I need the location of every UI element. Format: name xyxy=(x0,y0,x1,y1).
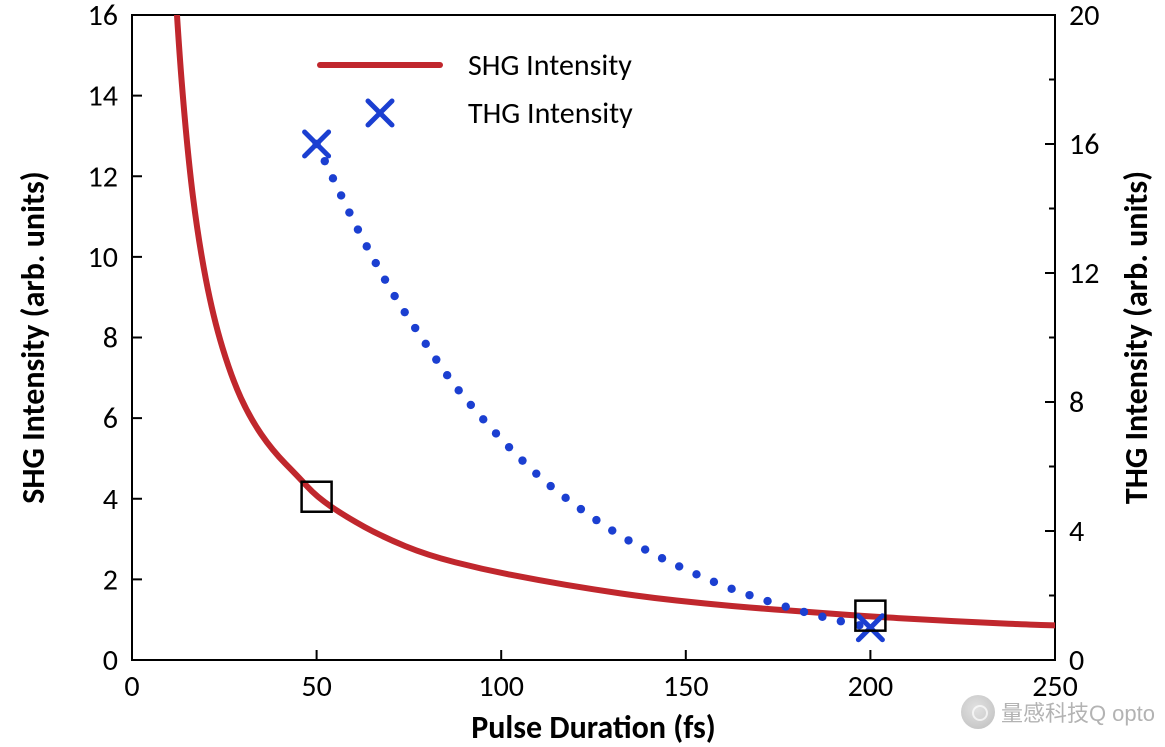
svg-text:2: 2 xyxy=(103,561,118,598)
svg-text:SHG Intensity (arb. units): SHG Intensity (arb. units) xyxy=(14,171,53,504)
svg-text:4: 4 xyxy=(103,481,118,518)
svg-text:THG Intensity: THG Intensity xyxy=(468,95,633,132)
svg-text:4: 4 xyxy=(1069,513,1084,550)
intensity-chart: 050100150200250Pulse Duration (fs)024681… xyxy=(0,0,1165,747)
svg-text:THG Intensity (arb. units): THG Intensity (arb. units) xyxy=(1117,171,1156,504)
svg-text:0: 0 xyxy=(124,668,139,705)
svg-text:100: 100 xyxy=(478,668,524,705)
svg-text:8: 8 xyxy=(103,320,118,357)
svg-text:SHG Intensity: SHG Intensity xyxy=(468,47,632,84)
svg-text:8: 8 xyxy=(1069,384,1084,421)
svg-text:150: 150 xyxy=(663,668,709,705)
svg-text:200: 200 xyxy=(848,668,894,705)
svg-text:0: 0 xyxy=(1069,642,1084,679)
svg-text:10: 10 xyxy=(88,239,118,276)
svg-text:12: 12 xyxy=(88,158,118,195)
svg-text:0: 0 xyxy=(103,642,118,679)
svg-text:16: 16 xyxy=(1069,126,1099,163)
svg-text:6: 6 xyxy=(103,400,118,437)
svg-text:12: 12 xyxy=(1069,255,1099,292)
svg-text:16: 16 xyxy=(88,0,118,34)
svg-text:20: 20 xyxy=(1069,0,1099,34)
svg-text:Pulse Duration (fs): Pulse Duration (fs) xyxy=(471,708,716,747)
svg-text:50: 50 xyxy=(301,668,331,705)
svg-text:14: 14 xyxy=(88,78,118,115)
